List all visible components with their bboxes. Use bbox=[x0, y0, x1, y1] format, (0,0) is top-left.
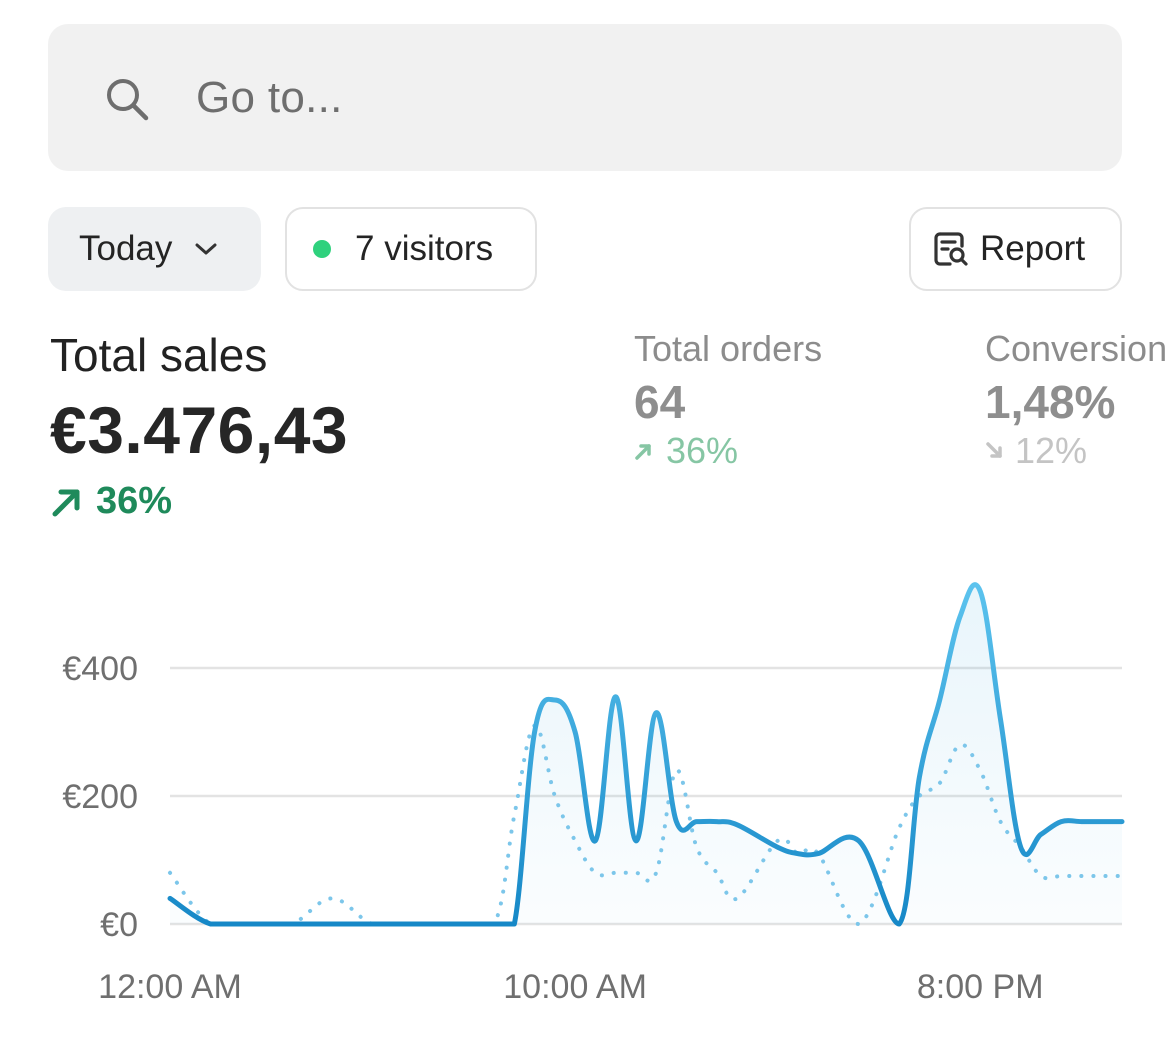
search-bar[interactable]: Go to... bbox=[48, 24, 1122, 171]
date-range-selector[interactable]: Today bbox=[48, 207, 261, 291]
arrow-up-right-icon bbox=[634, 441, 666, 461]
date-range-label: Today bbox=[79, 229, 173, 268]
arrow-up-right-icon bbox=[50, 485, 96, 519]
live-visitors-button[interactable]: 7 visitors bbox=[285, 207, 537, 291]
sales-area-fill bbox=[170, 584, 1122, 924]
chevron-down-icon bbox=[194, 241, 218, 257]
total-orders-change: 36% bbox=[634, 430, 738, 472]
x-axis-tick-label: 12:00 AM bbox=[98, 968, 242, 1006]
x-axis-tick-label: 8:00 PM bbox=[917, 968, 1044, 1006]
sales-series-line bbox=[167, 582, 1125, 927]
report-label: Report bbox=[980, 229, 1086, 268]
x-axis-tick-label: 10:00 AM bbox=[503, 968, 647, 1006]
total-orders-change-value: 36% bbox=[666, 430, 739, 471]
report-icon bbox=[932, 230, 980, 268]
total-sales-change-value: 36% bbox=[96, 480, 173, 522]
total-orders-label: Total orders bbox=[634, 328, 823, 369]
y-axis-tick-label: €200 bbox=[62, 778, 138, 816]
search-icon bbox=[104, 76, 150, 127]
conversion-change-value: 12% bbox=[1015, 430, 1088, 471]
y-axis-tick-label: €400 bbox=[62, 650, 138, 688]
conversion-change: 12% bbox=[985, 430, 1087, 472]
y-axis-tick-label: €0 bbox=[100, 906, 138, 944]
sales-chart[interactable]: €0 €200 €400 12:00 AM 10:00 AM 8:00 PM bbox=[0, 540, 1170, 1038]
total-orders-value: 64 bbox=[634, 376, 686, 428]
visitors-label: 7 visitors bbox=[355, 229, 494, 268]
conversion-label: Conversion bbox=[985, 328, 1168, 369]
arrow-down-right-icon bbox=[985, 441, 1015, 461]
total-sales-change: 36% bbox=[50, 480, 172, 523]
report-button[interactable]: Report bbox=[909, 207, 1122, 291]
online-status-dot bbox=[313, 240, 331, 258]
conversion-value: 1,48% bbox=[985, 376, 1116, 428]
search-input[interactable]: Go to... bbox=[196, 73, 343, 122]
total-sales-value: €3.476,43 bbox=[50, 393, 349, 467]
total-sales-label: Total sales bbox=[50, 329, 268, 381]
